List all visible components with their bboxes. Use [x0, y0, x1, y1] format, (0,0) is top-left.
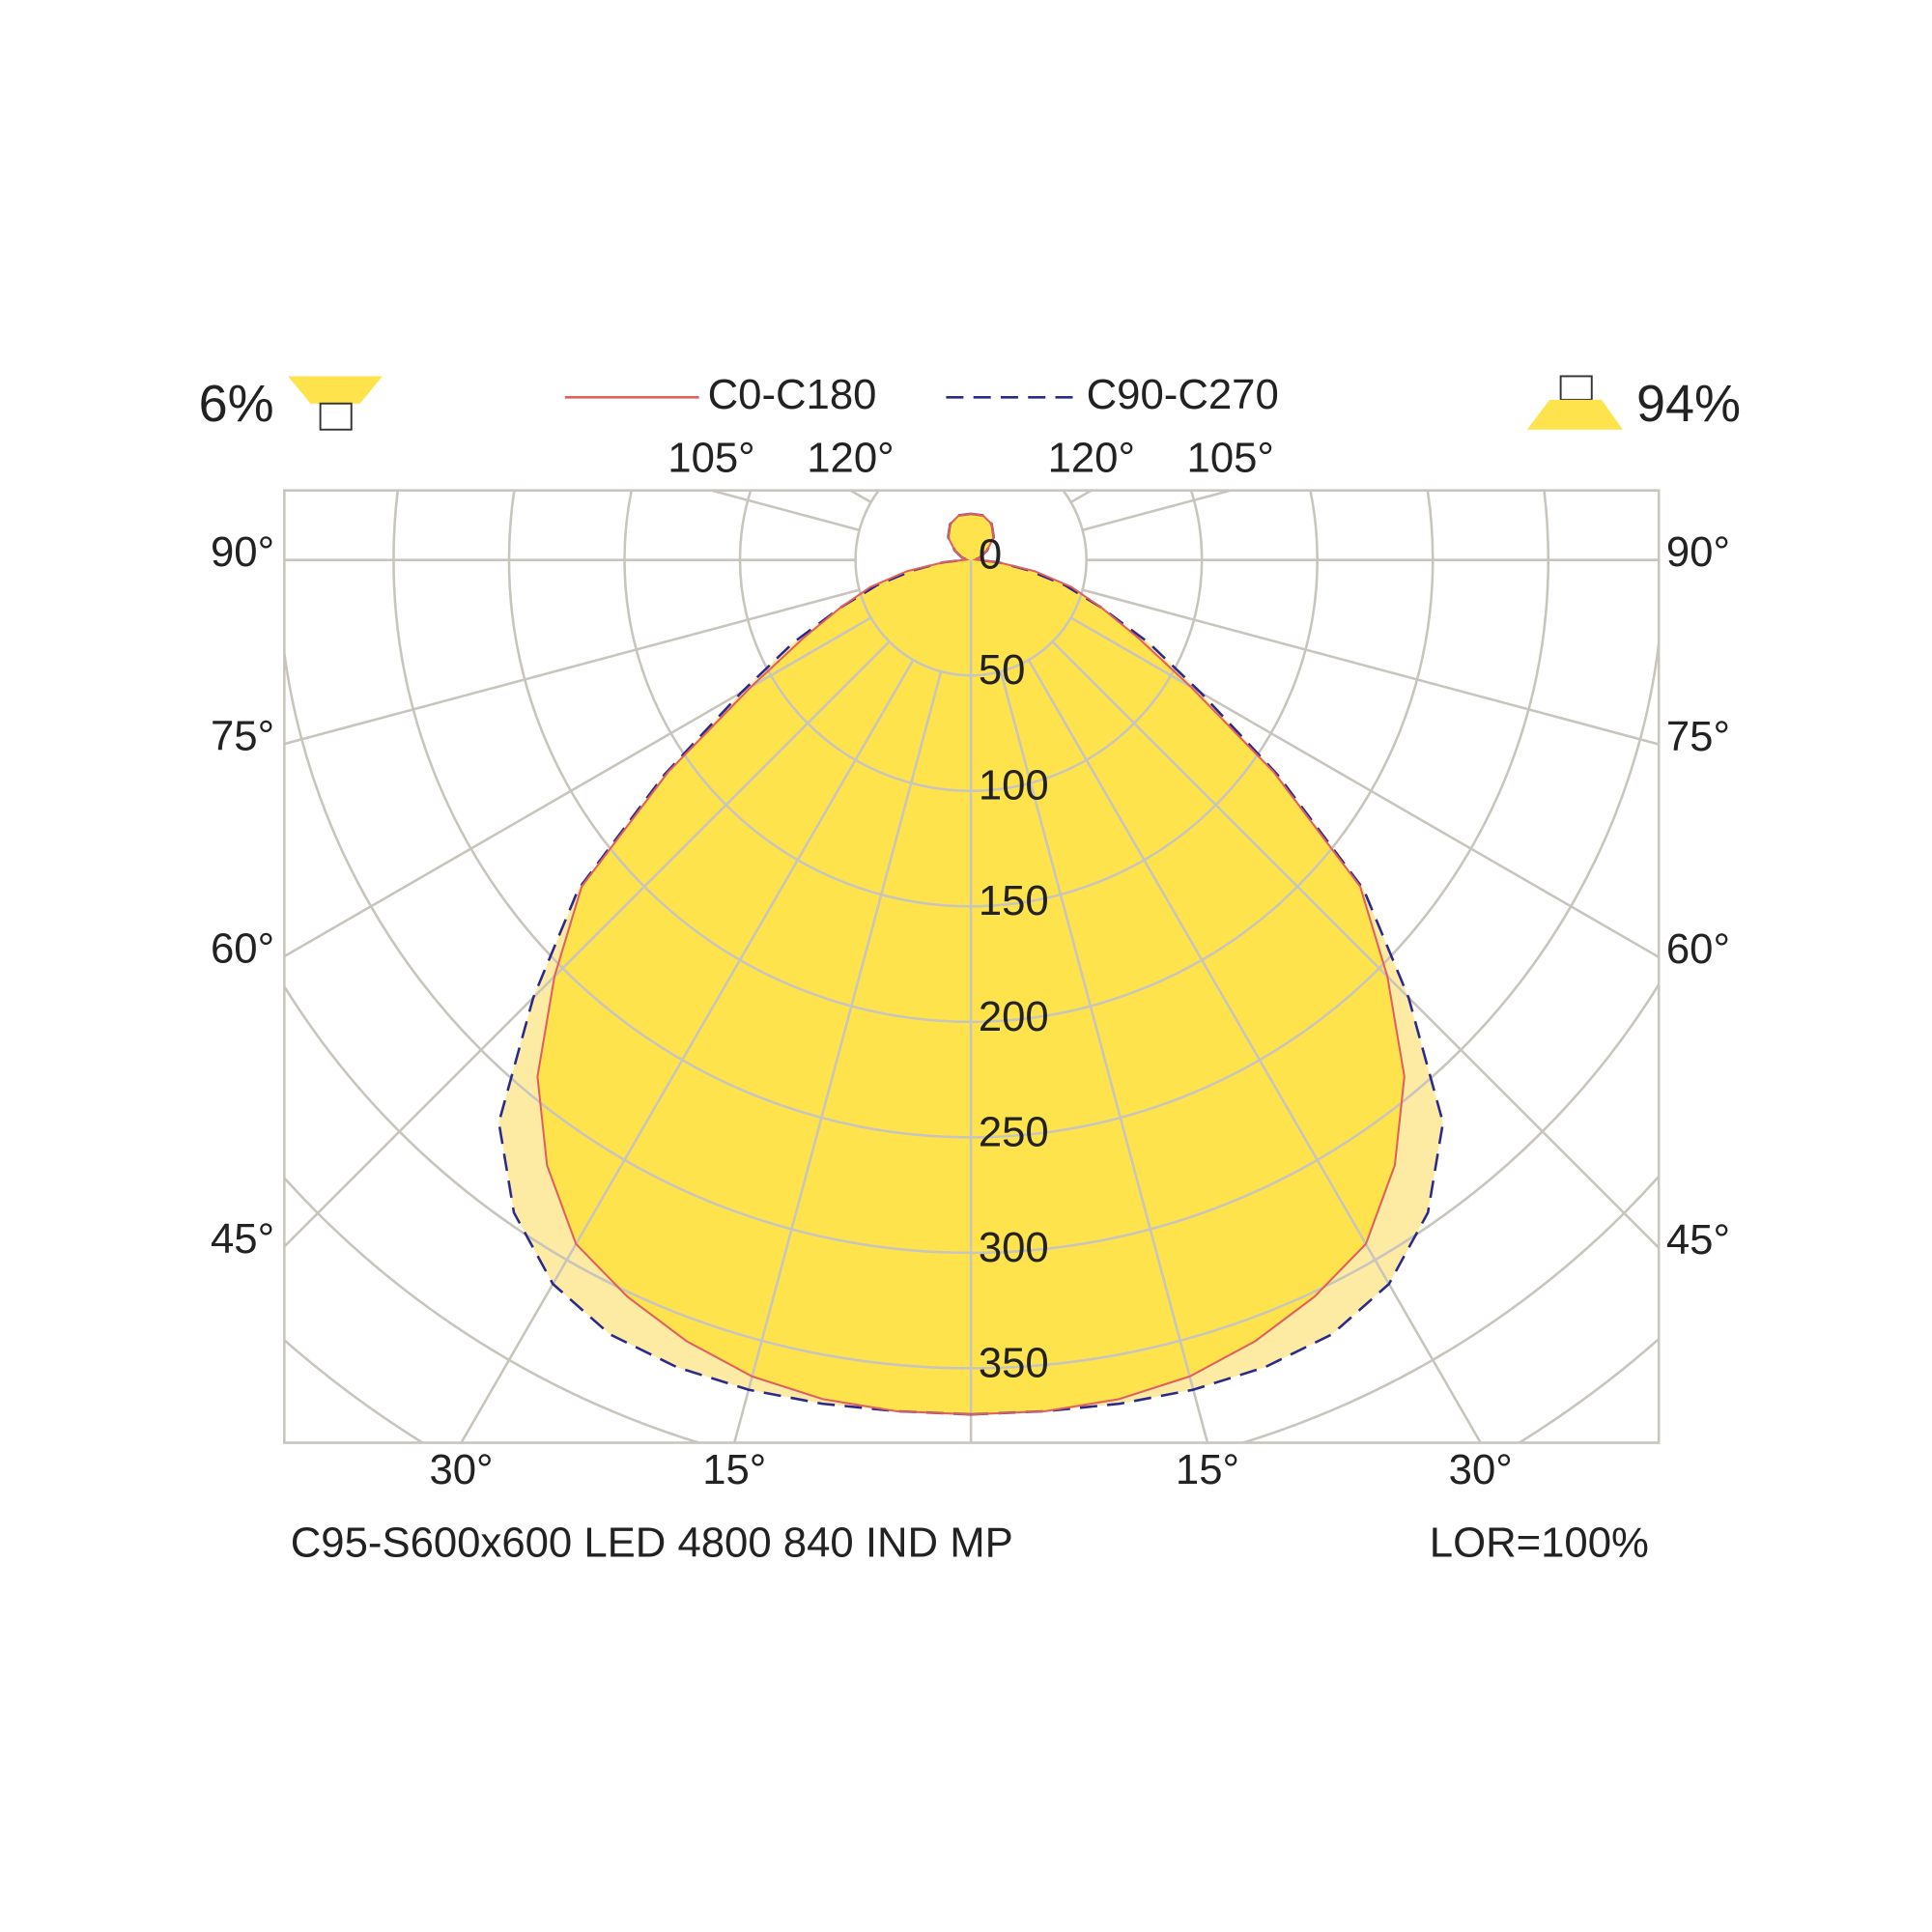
grid-ray — [1082, 588, 1660, 746]
series-line — [970, 512, 1406, 1416]
series-line — [536, 512, 972, 1416]
upward-icon — [288, 376, 383, 404]
downward-percent: 94% — [1636, 375, 1741, 433]
angle-tick-label: 60° — [211, 924, 274, 972]
r-tick-label: 150 — [979, 877, 1049, 924]
angle-tick-label: 120° — [1048, 434, 1135, 481]
r-tick-label: 100 — [979, 762, 1049, 810]
r-tick-label: 0 — [979, 531, 1002, 579]
luminaire-icon — [319, 402, 353, 431]
angle-tick-label: 90° — [211, 528, 274, 576]
angle-tick-label: 105° — [1187, 434, 1274, 481]
legend-label: C0-C180 — [708, 371, 877, 418]
grid-ray — [1027, 659, 1482, 1443]
area-fill — [537, 513, 972, 1415]
downward-icon — [1526, 399, 1623, 430]
area-fill — [971, 513, 1405, 1415]
grid-ray — [732, 670, 943, 1443]
angle-tick-label: 15° — [1176, 1446, 1239, 1493]
r-tick-label: 350 — [979, 1339, 1049, 1386]
chart-body: 6% 94% C95-S600x600 LED 4800 840 IND MP … — [199, 371, 1741, 1567]
r-tick-label: 250 — [979, 1108, 1049, 1155]
grid-ray — [460, 659, 915, 1443]
angle-tick-label: 120° — [807, 434, 894, 481]
angle-tick-label: 45° — [211, 1215, 274, 1263]
r-tick-label: 200 — [979, 993, 1049, 1040]
r-tick-label: 50 — [979, 646, 1026, 694]
luminaire-icon — [1559, 375, 1593, 401]
grid-ray — [1069, 616, 1660, 958]
upward-percent: 6% — [199, 375, 274, 433]
angle-tick-label: 75° — [1666, 713, 1730, 760]
luminaire-title: C95-S600x600 LED 4800 840 IND MP — [291, 1520, 1013, 1567]
grid-ray — [284, 616, 872, 958]
grid-ray — [1069, 490, 1093, 504]
angle-tick-label: 75° — [211, 713, 274, 760]
grid-ray — [1082, 490, 1232, 531]
grid-ray — [284, 588, 860, 746]
grid-ray — [711, 490, 860, 531]
plot-frame — [283, 489, 1661, 1444]
grid-ray — [1051, 640, 1660, 1249]
angle-tick-label: 30° — [1449, 1446, 1513, 1493]
angle-tick-label: 90° — [1666, 528, 1730, 576]
legend-label: C90-C270 — [1087, 371, 1279, 418]
lor-label: LOR=100% — [1430, 1520, 1649, 1567]
grid-ray — [849, 490, 872, 504]
r-tick-label: 300 — [979, 1224, 1049, 1271]
angle-tick-label: 15° — [702, 1446, 766, 1493]
grid-ray — [999, 670, 1209, 1443]
grid-ray — [284, 640, 891, 1248]
angle-tick-label: 105° — [668, 434, 754, 481]
angle-tick-label: 60° — [1666, 925, 1730, 973]
angle-tick-label: 30° — [429, 1446, 493, 1493]
plot-area — [284, 490, 1660, 1443]
angle-tick-label: 45° — [1666, 1216, 1730, 1264]
